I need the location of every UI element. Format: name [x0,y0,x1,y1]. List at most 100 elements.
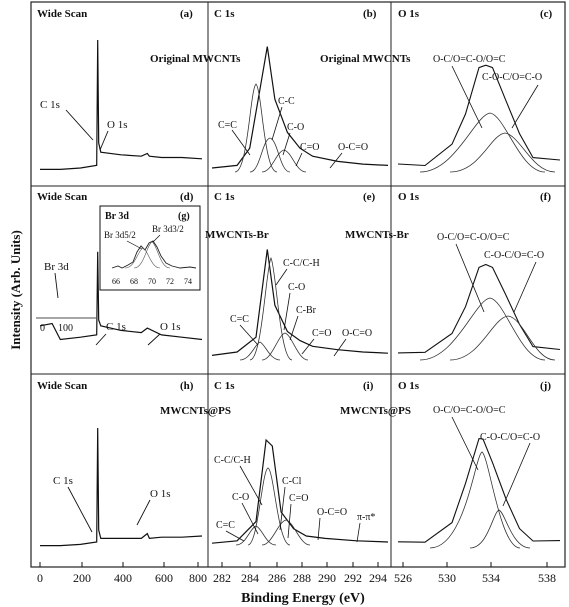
arrow-b-3 [295,152,303,167]
inset-tick-label: 70 [148,277,156,286]
sample-label-f: MWCNTs-Br [345,229,409,241]
inset-g-frame [99,205,201,291]
spectrum-a [40,39,203,170]
x-tick-label: 292 [344,571,362,585]
fit-e-3 [239,341,281,361]
spectrum-d [39,251,203,341]
annot-e-4: C=O [312,328,332,339]
arrow-e-5 [333,338,347,357]
annot-a-o1s: O 1s [107,119,127,131]
annot-j-1: C-O-C/O=C-O [480,432,540,443]
fit-c-2 [449,132,556,173]
x-tick-label: 200 [73,571,91,585]
panel-title-j: O 1s [398,380,420,392]
figure-frame [30,1,566,568]
inset-tick-label: 72 [166,277,174,286]
panel-letter-b: (b) [363,8,377,20]
annot-d-br3d: Br 3d [44,261,69,273]
annot-i-0: C-C/C-H [214,455,251,466]
inset-tick-label: 68 [130,277,138,286]
inset-g-letter: (g) [178,211,190,222]
arrow-a-o1s [99,130,109,151]
sample-label-j: MWCNTs@PS [340,405,411,417]
spectrum-i [211,438,389,544]
annot-h-c1s: C 1s [53,475,73,487]
arrow-e-2 [289,315,299,341]
annot-c-0: O-C/O=C-O/O=C [433,54,506,65]
panel-letter-d: (d) [180,191,194,203]
arrow-i-5 [317,517,321,541]
arrow-d-o1s [147,333,161,346]
x-tick-label: 600 [155,571,173,585]
fit-b-2 [249,137,291,173]
annot-e-3: C=C [230,314,249,325]
inset-tick-label: 74 [184,277,192,286]
x-tick-labels: 0 200 400 600 800 282 284 286 288 290 292 294 526 530… [37,562,556,585]
panel-letter-a: (a) [180,8,193,20]
sample-label-e: MWCNTs-Br [205,229,269,241]
annot-e-2: C-Br [296,305,317,316]
x-tick-label: 800 [189,571,207,585]
panel-title-b: C 1s [214,8,235,20]
inset-g-fit-2 [133,241,171,269]
arrow-j-0 [451,416,479,471]
inset-g-ticks: 66 68 70 72 74 [112,277,192,286]
spectrum-h [40,427,203,547]
x-axis-label: Binding Energy (eV) [241,591,365,606]
panel-letter-h: (h) [180,380,194,392]
spectrum-c [397,64,561,167]
x-tick-label: 0 [37,571,43,585]
x-tick-label: 282 [213,571,231,585]
x-tick-label: 530 [438,571,456,585]
annot-i-5: O-C=O [317,507,347,518]
arrow-d-br3d [54,272,59,299]
x-tick-label: 526 [394,571,412,585]
arrow-h-c1s [67,486,93,533]
panel-title-h: Wide Scan [37,380,87,392]
arrow-i-1 [279,486,286,531]
x-tick-label: 538 [538,571,556,585]
fit-b-1 [234,83,278,173]
annot-b-4: O-C=O [338,142,368,153]
panel-title-d: Wide Scan [37,191,87,203]
panel-letter-j: (j) [540,380,551,392]
inset-g-label-2: Br 3d3/2 [152,224,184,234]
annot-b-2: C-O [287,122,304,133]
arrow-b-4 [329,152,343,169]
arrow-i-6 [356,522,361,543]
annot-b-1: C-C [278,96,295,107]
panel-title-f: O 1s [398,191,420,203]
fit-f-1 [419,297,546,361]
inset-g-title: Br 3d [105,211,129,222]
arrow-c-1 [511,84,539,129]
fit-j-1 [429,451,521,549]
fit-j-2 [469,509,531,549]
panel-title-e: C 1s [214,191,235,203]
arrow-f-0 [455,243,485,313]
annot-j-0: O-C/O=C-O/O=C [433,405,506,416]
panel-letter-e: (e) [363,191,376,203]
arrow-f-1 [513,261,537,313]
panel-letter-c: (c) [540,8,553,20]
fit-i-3 [261,519,311,546]
arrow-i-4 [225,530,245,542]
arrow-d-c1s [95,333,107,346]
inset-g-label-1: Br 3d5/2 [104,230,136,240]
arrow-e-0 [275,268,288,286]
annot-i-2: C-O [232,492,249,503]
annot-i-3: C=O [289,493,309,504]
x-tick-label: 284 [241,571,259,585]
arrow-c-0 [451,65,483,129]
arrow-i-3 [287,503,292,539]
annot-e-0: C-C/C-H [283,258,320,269]
panel-title-a: Wide Scan [37,8,87,20]
annot-i-1: C-Cl [282,476,302,487]
x-tick-label: 286 [268,571,286,585]
sample-label-i: MWCNTs@PS [160,405,231,417]
arrow-j-1 [502,442,531,507]
annot-e-5: O-C=O [342,328,372,339]
panel-title-i: C 1s [214,380,235,392]
fit-e-1 [249,257,293,361]
annot-d-o1s: O 1s [160,321,180,333]
fit-b-3 [261,149,307,173]
